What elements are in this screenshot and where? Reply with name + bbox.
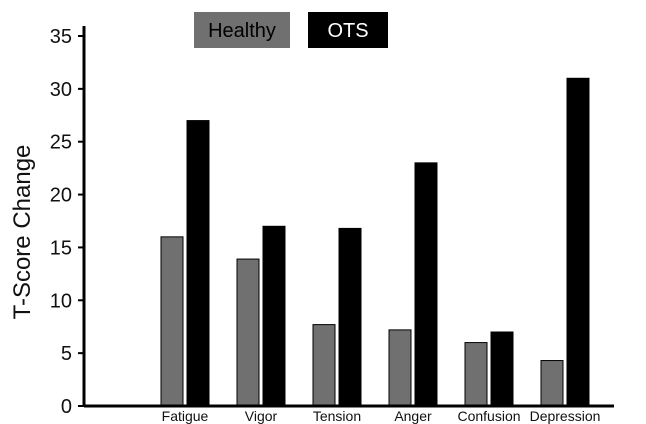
legend: Healthy OTS bbox=[194, 12, 388, 48]
y-tick-label: 0 bbox=[61, 396, 72, 418]
y-tick-label: 30 bbox=[50, 79, 72, 101]
y-tick-label: 5 bbox=[61, 343, 72, 365]
bar-ots-anger bbox=[414, 162, 438, 407]
legend-swatch-ots bbox=[308, 12, 388, 48]
y-tick-label: 10 bbox=[50, 290, 72, 312]
x-tick-label-depression: Depression bbox=[530, 408, 601, 424]
x-tick-label-anger: Anger bbox=[394, 408, 432, 424]
x-tick-label-vigor: Vigor bbox=[245, 408, 278, 424]
bar-healthy-depression bbox=[540, 360, 564, 407]
y-tick-label: 25 bbox=[50, 132, 72, 154]
x-tick-label-tension: Tension bbox=[313, 408, 361, 424]
bar-healthy-tension bbox=[312, 324, 336, 407]
y-axis-ticks: 0 5 10 15 20 25 30 35 bbox=[50, 26, 84, 418]
legend-label-ots: OTS bbox=[327, 20, 368, 42]
bar-ots-tension bbox=[338, 227, 362, 407]
bar-ots-fatigue bbox=[186, 120, 210, 407]
bars bbox=[160, 77, 590, 407]
bar-healthy-anger bbox=[388, 329, 412, 407]
y-tick-label: 15 bbox=[50, 237, 72, 259]
bar-ots-confusion bbox=[490, 331, 514, 407]
x-tick-label-confusion: Confusion bbox=[457, 408, 520, 424]
bar-ots-vigor bbox=[262, 225, 286, 407]
legend-swatch-healthy bbox=[194, 12, 290, 48]
x-tick-label-fatigue: Fatigue bbox=[162, 408, 209, 424]
bar-healthy-fatigue bbox=[160, 236, 184, 407]
y-tick-label: 35 bbox=[50, 26, 72, 48]
bar-ots-depression bbox=[566, 77, 590, 407]
x-axis-labels: Fatigue Vigor Tension Anger Confusion Depress… bbox=[162, 408, 601, 424]
y-tick-label: 20 bbox=[50, 185, 72, 207]
legend-label-healthy: Healthy bbox=[208, 20, 276, 42]
bar-healthy-confusion bbox=[464, 342, 488, 407]
bar-healthy-vigor bbox=[236, 258, 260, 407]
y-axis-label: T-Score Change bbox=[9, 145, 36, 320]
